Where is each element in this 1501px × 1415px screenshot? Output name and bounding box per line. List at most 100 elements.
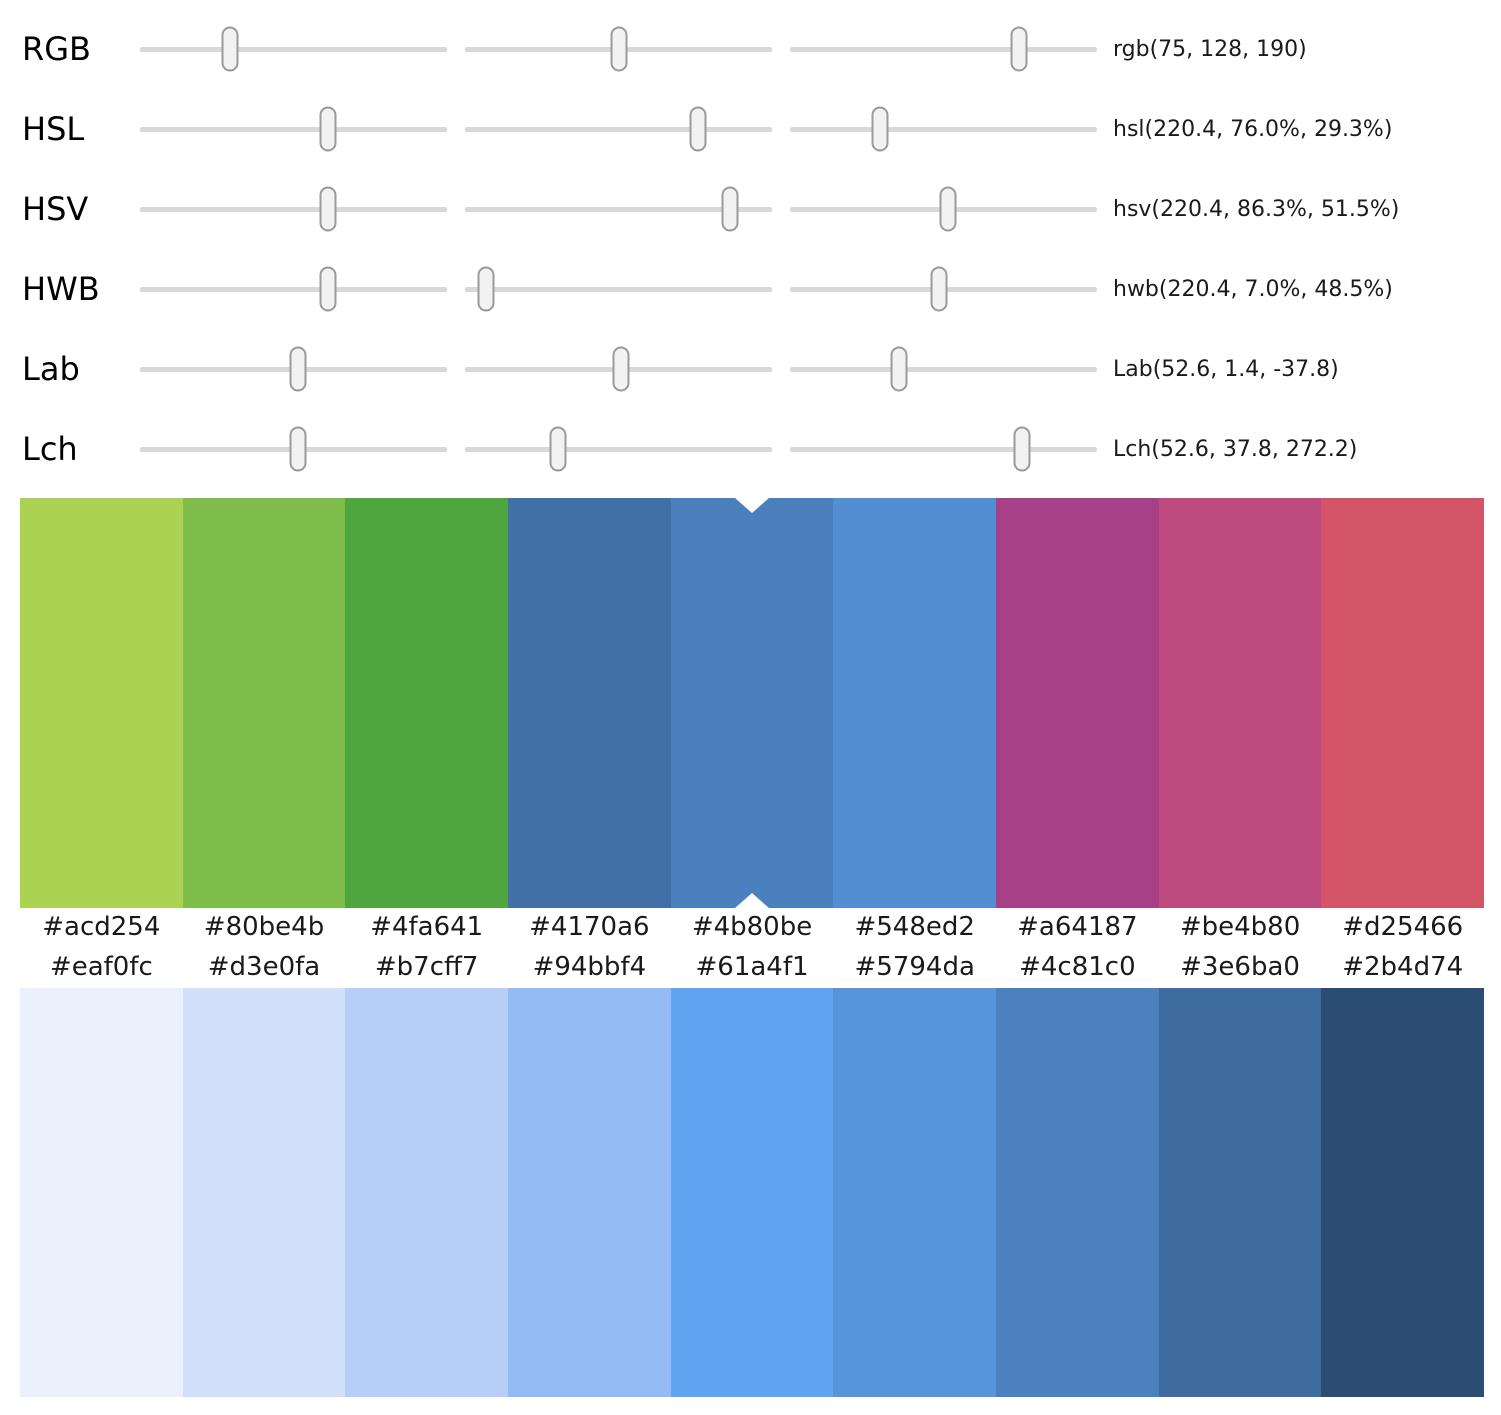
hex-label: #b7cff7 [374,952,479,982]
tint-swatch[interactable] [996,988,1159,1397]
slider-row-hsv: HSV hsv(220.4, 86.3%, 51.5%) [0,169,1501,249]
hsl-slider-3[interactable] [790,106,1097,152]
hwb-slider-3[interactable] [790,266,1097,312]
tint-swatch[interactable] [182,988,346,1397]
palette-swatch[interactable] [833,498,997,908]
tint-palette [20,988,1485,1397]
slider-row-hsl: HSL hsl(220.4, 76.0%, 29.3%) [0,89,1501,169]
slider-row-label-hsv: HSV [22,190,89,228]
selected-swatch-notch-bottom-icon [735,893,770,908]
rgb-value: rgb(75, 128, 190) [1113,36,1307,62]
rgb-slider-3-thumb[interactable] [1010,26,1028,72]
slider-row-rgb: RGB rgb(75, 128, 190) [0,9,1501,89]
slider-row-lch: Lch Lch(52.6, 37.8, 272.2) [0,409,1501,489]
lab-slider-2[interactable] [465,346,772,392]
hsv-slider-2-thumb[interactable] [721,186,739,232]
hex-label: #94bbf4 [532,952,647,982]
hsl-value: hsl(220.4, 76.0%, 29.3%) [1113,116,1393,142]
palette-swatch[interactable] [1158,498,1322,908]
hsl-slider-1[interactable] [140,106,447,152]
hsv-slider-3[interactable] [790,186,1097,232]
rgb-slider-2[interactable] [465,26,772,72]
rgb-slider-1-thumb[interactable] [221,26,239,72]
rgb-slider-1[interactable] [140,26,447,72]
lch-value: Lch(52.6, 37.8, 272.2) [1113,436,1358,462]
palette-swatch[interactable] [996,498,1159,908]
palette-swatch[interactable] [182,498,346,908]
hex-label: #acd254 [42,912,161,942]
tint-swatch[interactable] [1158,988,1322,1397]
hex-label: #4c81c0 [1019,952,1136,982]
tint-swatch[interactable] [20,988,183,1397]
palette-swatch-selected[interactable] [670,498,834,908]
slider-panel: RGB rgb(75, 128, 190) HSL hsl(220.4, 76.… [0,0,1501,489]
slider-row-label-rgb: RGB [22,30,91,68]
lab-slider-1[interactable] [140,346,447,392]
hex-label: #4fa641 [370,912,484,942]
slider-row-label-lab: Lab [22,350,80,388]
hsl-slider-2-thumb[interactable] [689,106,707,152]
hex-label: #d3e0fa [207,952,321,982]
hwb-slider-1[interactable] [140,266,447,312]
hsl-slider-group [140,106,1097,152]
hex-label: #80be4b [203,912,325,942]
lab-slider-3[interactable] [790,346,1097,392]
palette-swatch[interactable] [20,498,183,908]
tint-swatch[interactable] [508,988,671,1397]
hsv-slider-3-thumb[interactable] [939,186,957,232]
hex-label: #4b80be [691,912,813,942]
rgb-slider-3[interactable] [790,26,1097,72]
tint-swatch[interactable] [345,988,509,1397]
hsv-slider-1[interactable] [140,186,447,232]
lch-slider-1[interactable] [140,426,447,472]
hwb-value: hwb(220.4, 7.0%, 48.5%) [1113,276,1393,302]
lch-slider-2[interactable] [465,426,772,472]
hsv-slider-group [140,186,1097,232]
hex-label: #a64187 [1017,912,1138,942]
slider-row-lab: Lab Lab(52.6, 1.4, -37.8) [0,329,1501,409]
hsl-slider-3-thumb[interactable] [871,106,889,152]
palette-swatch[interactable] [345,498,509,908]
hsl-slider-1-thumb[interactable] [319,106,337,152]
main-palette-hex-labels: #acd254 #80be4b #4fa641 #4170a6 #4b80be … [20,908,1484,946]
lab-slider-3-thumb[interactable] [890,346,908,392]
palette-swatch[interactable] [1321,498,1485,908]
slider-row-hwb: HWB hwb(220.4, 7.0%, 48.5%) [0,249,1501,329]
lch-slider-2-thumb[interactable] [549,426,567,472]
lab-value: Lab(52.6, 1.4, -37.8) [1113,356,1339,382]
hwb-slider-group [140,266,1097,312]
hex-label: #3e6ba0 [1180,952,1300,982]
hex-label: #5794da [854,952,975,982]
slider-row-label-hsl: HSL [22,110,85,148]
hsl-slider-2[interactable] [465,106,772,152]
hex-label: #d25466 [1342,912,1464,942]
selected-swatch-notch-top-icon [735,498,770,513]
tint-palette-hex-labels: #eaf0fc #d3e0fa #b7cff7 #94bbf4 #61a4f1 … [20,946,1484,988]
hex-label: #2b4d74 [1342,952,1464,982]
hwb-slider-1-thumb[interactable] [319,266,337,312]
hex-label: #eaf0fc [49,952,153,982]
lab-slider-group [140,346,1097,392]
hex-label: #548ed2 [854,912,975,942]
lch-slider-group [140,426,1097,472]
lab-slider-1-thumb[interactable] [289,346,307,392]
tint-swatch[interactable] [833,988,997,1397]
hex-label: #61a4f1 [695,952,809,982]
hsv-slider-1-thumb[interactable] [319,186,337,232]
hwb-slider-2[interactable] [465,266,772,312]
tint-swatch[interactable] [1321,988,1485,1397]
lch-slider-1-thumb[interactable] [289,426,307,472]
hwb-slider-2-thumb[interactable] [477,266,495,312]
tint-swatch[interactable] [670,988,834,1397]
lch-slider-3-thumb[interactable] [1013,426,1031,472]
hsv-slider-2[interactable] [465,186,772,232]
hex-label: #be4b80 [1179,912,1301,942]
lab-slider-2-thumb[interactable] [612,346,630,392]
slider-row-label-lch: Lch [22,430,78,468]
palette-swatch[interactable] [508,498,671,908]
hwb-slider-3-thumb[interactable] [930,266,948,312]
rgb-slider-2-thumb[interactable] [610,26,628,72]
hex-label: #4170a6 [529,912,650,942]
lch-slider-3[interactable] [790,426,1097,472]
